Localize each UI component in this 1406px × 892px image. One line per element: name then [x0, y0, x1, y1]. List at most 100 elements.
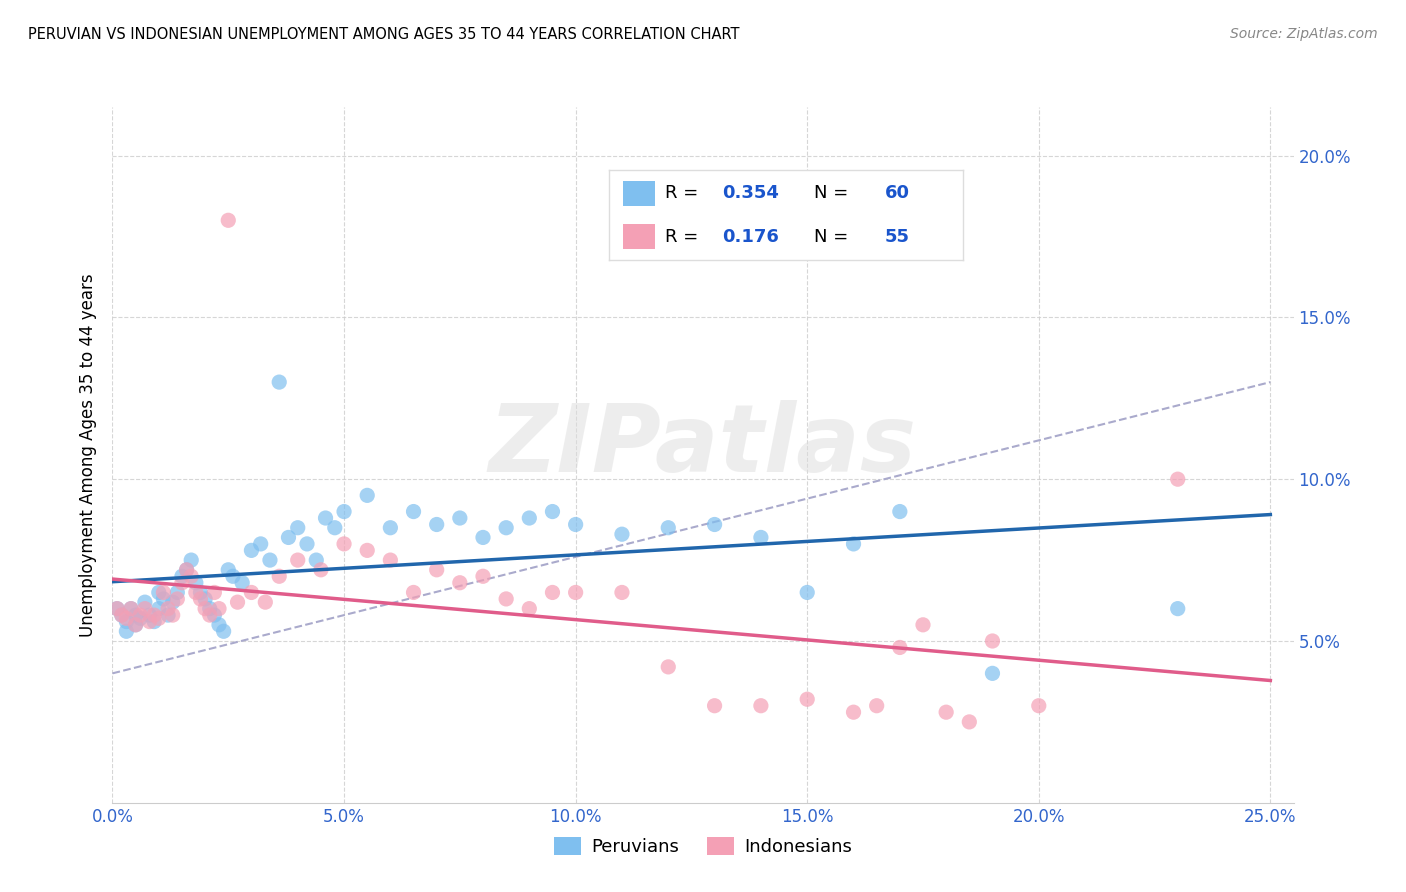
Point	[749, 531, 772, 545]
Point	[842, 537, 865, 551]
Point	[124, 617, 146, 632]
Point	[517, 511, 540, 525]
Point	[541, 504, 564, 518]
Point	[148, 601, 170, 615]
Point	[148, 611, 170, 625]
Point	[935, 705, 957, 719]
Text: Source: ZipAtlas.com: Source: ZipAtlas.com	[1230, 27, 1378, 41]
Point	[911, 617, 934, 632]
Point	[657, 660, 679, 674]
Point	[180, 569, 202, 583]
Point	[842, 705, 865, 719]
Point	[152, 585, 174, 599]
Point	[277, 531, 299, 545]
Point	[269, 375, 291, 389]
Point	[380, 553, 402, 567]
Point	[1167, 601, 1189, 615]
Point	[657, 521, 679, 535]
Point	[295, 537, 318, 551]
Point	[143, 615, 166, 629]
Point	[889, 504, 911, 518]
Point	[184, 575, 207, 590]
Point	[472, 531, 495, 545]
Point	[176, 563, 198, 577]
Point	[124, 608, 146, 623]
Point	[356, 543, 378, 558]
Point	[105, 601, 128, 615]
Point	[254, 595, 277, 609]
Point	[115, 611, 138, 625]
Point	[866, 698, 889, 713]
Point	[305, 553, 328, 567]
Point	[333, 504, 356, 518]
Point	[198, 601, 221, 615]
Point	[190, 585, 212, 599]
Text: PERUVIAN VS INDONESIAN UNEMPLOYMENT AMONG AGES 35 TO 44 YEARS CORRELATION CHART: PERUVIAN VS INDONESIAN UNEMPLOYMENT AMON…	[28, 27, 740, 42]
Point	[749, 698, 772, 713]
Point	[495, 591, 517, 606]
Point	[333, 537, 356, 551]
Text: N =: N =	[814, 227, 848, 245]
Point	[152, 591, 174, 606]
Point	[541, 585, 564, 599]
Point	[166, 591, 188, 606]
Point	[449, 511, 471, 525]
Text: N =: N =	[814, 184, 848, 202]
Point	[287, 521, 309, 535]
Point	[356, 488, 378, 502]
Text: ZIPatlas: ZIPatlas	[489, 400, 917, 492]
Point	[703, 517, 725, 532]
Point	[120, 601, 142, 615]
Point	[111, 608, 134, 623]
Point	[157, 608, 180, 623]
Point	[796, 692, 818, 706]
Point	[889, 640, 911, 655]
Point	[426, 517, 449, 532]
Point	[162, 608, 184, 623]
Legend: Peruvians, Indonesians: Peruvians, Indonesians	[547, 830, 859, 863]
Point	[796, 585, 818, 599]
Point	[610, 527, 633, 541]
Point	[703, 698, 725, 713]
Point	[564, 517, 586, 532]
Point	[180, 553, 202, 567]
Point	[323, 521, 346, 535]
Point	[981, 634, 1004, 648]
Point	[166, 585, 188, 599]
Point	[143, 608, 166, 623]
Point	[402, 585, 425, 599]
Point	[176, 563, 198, 577]
Point	[231, 575, 253, 590]
Text: R =: R =	[665, 227, 710, 245]
Point	[162, 595, 184, 609]
Point	[105, 601, 128, 615]
Point	[217, 563, 239, 577]
Point	[240, 543, 263, 558]
Point	[217, 213, 239, 227]
Point	[1167, 472, 1189, 486]
Point	[190, 591, 212, 606]
Point	[309, 563, 332, 577]
Point	[115, 615, 138, 629]
Point	[157, 601, 180, 615]
Text: 0.176: 0.176	[721, 227, 779, 245]
Text: 0.354: 0.354	[721, 184, 779, 202]
Point	[449, 575, 471, 590]
Point	[202, 608, 225, 623]
Point	[957, 714, 980, 729]
Point	[208, 617, 231, 632]
Point	[120, 601, 142, 615]
Point	[208, 601, 231, 615]
Point	[134, 601, 156, 615]
Bar	[623, 180, 655, 206]
Point	[226, 595, 249, 609]
Point	[202, 585, 225, 599]
Point	[170, 575, 193, 590]
Point	[1028, 698, 1050, 713]
Point	[426, 563, 449, 577]
Point	[222, 569, 245, 583]
Point	[198, 608, 221, 623]
Point	[124, 617, 146, 632]
Text: R =: R =	[665, 184, 704, 202]
Point	[402, 504, 425, 518]
